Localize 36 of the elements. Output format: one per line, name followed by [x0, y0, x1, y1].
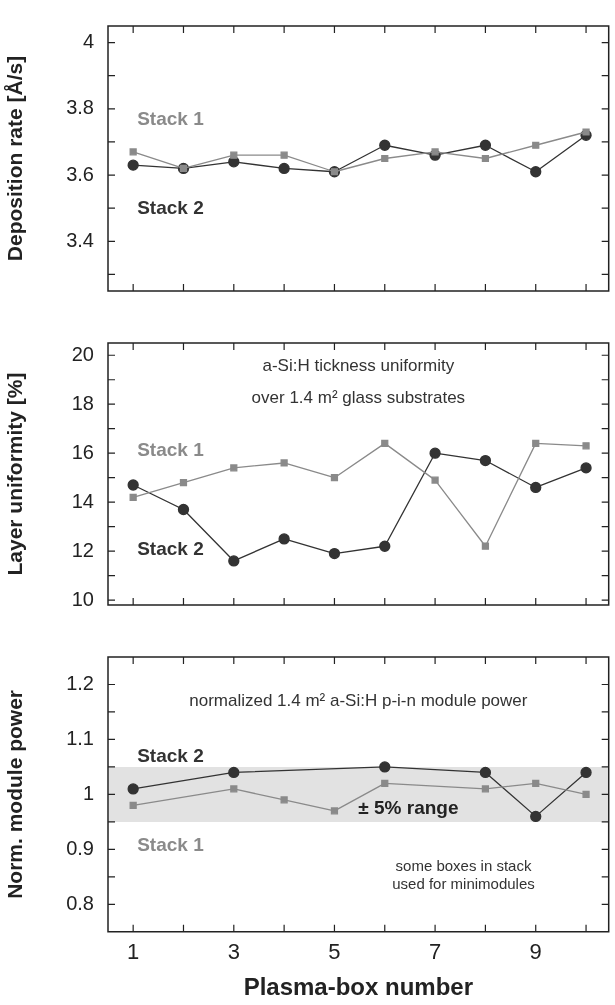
y-tick-label: 14 — [71, 489, 94, 512]
annotation: normalized 1.4 m² a-Si:H p-i-n module power — [189, 690, 528, 710]
y-axis-title: Deposition rate [Å/s] — [3, 55, 27, 262]
x-tick-label: 1 — [127, 939, 140, 965]
x-tick-label: 5 — [328, 939, 341, 965]
series-label: Stack 2 — [137, 196, 204, 218]
y-tick-label: 4 — [82, 30, 94, 53]
band-label: ± 5% range — [358, 796, 459, 818]
y-tick-label: 1 — [82, 781, 94, 804]
y-tick-label: 3.4 — [66, 228, 94, 251]
series-label: Stack 1 — [137, 833, 205, 855]
x-tick-label: 3 — [227, 939, 240, 965]
y-tick-label: 18 — [71, 391, 94, 414]
y-tick-label: 3.6 — [66, 162, 94, 185]
series-label: Stack 1 — [137, 108, 205, 130]
annotation: some boxes in stack — [395, 857, 532, 875]
series-label: Stack 2 — [137, 537, 204, 559]
x-axis-title: Plasma-box number — [243, 973, 474, 1001]
y-tick-label: 0.8 — [66, 891, 94, 914]
y-tick-label: 20 — [71, 342, 94, 365]
annotation: over 1.4 m² glass substrates — [251, 387, 466, 407]
y-axis-title: Norm. module power — [3, 689, 27, 899]
y-tick-label: 12 — [71, 538, 94, 561]
y-tick-label: 1.1 — [66, 726, 94, 749]
x-tick-label: 7 — [428, 939, 442, 965]
series-label: Stack 2 — [137, 745, 204, 767]
y-tick-label: 1.2 — [66, 672, 94, 694]
annotation: used for minimodules — [392, 875, 535, 893]
y-axis-title: Layer uniformity [%] — [3, 372, 27, 576]
y-tick-label: 10 — [71, 587, 94, 610]
y-tick-label: 0.9 — [66, 836, 94, 859]
y-tick-label: 3.8 — [66, 96, 94, 119]
x-tick-label: 9 — [529, 939, 542, 965]
annotation: a-Si:H tickness uniformity — [262, 356, 455, 376]
y-tick-label: 16 — [71, 440, 94, 463]
series-label: Stack 1 — [137, 438, 205, 460]
